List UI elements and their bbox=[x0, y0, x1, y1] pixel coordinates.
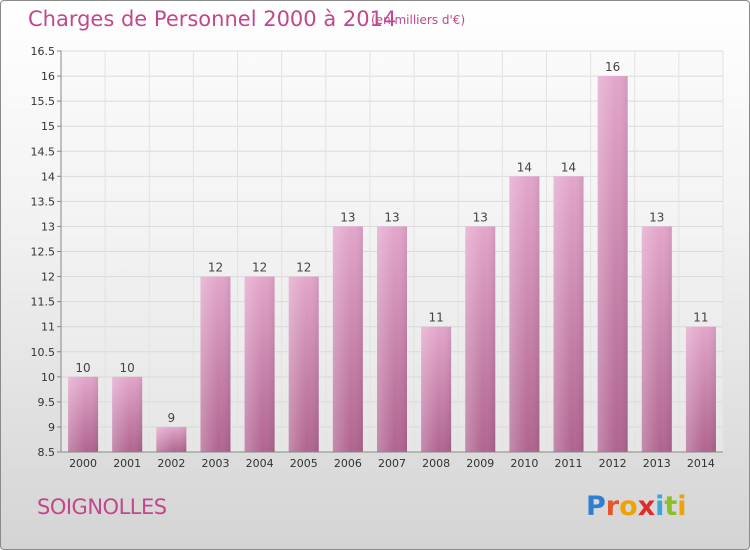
y-tick-label: 10 bbox=[41, 371, 55, 384]
x-tick-label: 2005 bbox=[290, 457, 318, 470]
data-label: 10 bbox=[120, 361, 135, 375]
bar-shine bbox=[156, 426, 187, 452]
bar-shine bbox=[112, 376, 143, 452]
y-tick-label: 13.5 bbox=[31, 195, 56, 208]
y-tick-label: 15.5 bbox=[31, 95, 56, 108]
x-tick-label: 2007 bbox=[378, 457, 406, 470]
y-tick-label: 16.5 bbox=[31, 45, 56, 58]
svg-text:Proxiti: Proxiti bbox=[586, 491, 687, 522]
data-label: 12 bbox=[208, 261, 223, 275]
x-tick-label: 2006 bbox=[334, 457, 362, 470]
data-label: 12 bbox=[252, 261, 267, 275]
x-tick-label: 2002 bbox=[157, 457, 185, 470]
y-tick-label: 12 bbox=[41, 271, 55, 284]
y-tick-label: 9 bbox=[48, 421, 55, 434]
data-label: 14 bbox=[517, 160, 532, 174]
chart-subtitle: (en milliers d'€) bbox=[371, 13, 466, 27]
x-tick-label: 2008 bbox=[422, 457, 450, 470]
proxiti-logo: Proxiti bbox=[586, 491, 687, 522]
y-tick-label: 16 bbox=[41, 70, 55, 83]
data-label: 13 bbox=[384, 210, 399, 224]
bar-shine bbox=[421, 326, 452, 452]
y-tick-label: 15 bbox=[41, 120, 55, 133]
x-tick-label: 2014 bbox=[687, 457, 715, 470]
x-tick-label: 2012 bbox=[599, 457, 627, 470]
y-tick-label: 10.5 bbox=[31, 346, 56, 359]
x-tick-label: 2001 bbox=[113, 457, 141, 470]
chart-title: Charges de Personnel 2000 à 2014 bbox=[28, 7, 397, 31]
bar-shine bbox=[200, 276, 231, 452]
data-label: 13 bbox=[649, 210, 664, 224]
data-label: 10 bbox=[75, 361, 90, 375]
bar-shine bbox=[509, 176, 540, 452]
y-tick-label: 8.5 bbox=[38, 446, 56, 459]
bar-shine bbox=[685, 326, 716, 452]
y-tick-label: 11.5 bbox=[31, 296, 56, 309]
x-tick-label: 2013 bbox=[643, 457, 671, 470]
y-tick-label: 11 bbox=[41, 321, 55, 334]
bar-shine bbox=[244, 276, 275, 452]
x-tick-label: 2009 bbox=[466, 457, 494, 470]
data-label: 11 bbox=[693, 311, 708, 325]
data-label: 13 bbox=[473, 210, 488, 224]
y-tick-label: 9.5 bbox=[38, 396, 56, 409]
bar-shine bbox=[68, 376, 99, 452]
data-label: 9 bbox=[168, 411, 176, 425]
y-tick-label: 12.5 bbox=[31, 246, 56, 259]
data-label: 16 bbox=[605, 60, 620, 74]
x-tick-label: 2004 bbox=[246, 457, 274, 470]
y-tick-label: 14.5 bbox=[31, 145, 56, 158]
x-tick-label: 2003 bbox=[201, 457, 229, 470]
data-label: 11 bbox=[428, 311, 443, 325]
bar-shine bbox=[597, 76, 628, 452]
x-tick-label: 2000 bbox=[69, 457, 97, 470]
bar-shine bbox=[288, 276, 319, 452]
data-label: 14 bbox=[561, 160, 576, 174]
data-label: 13 bbox=[340, 210, 355, 224]
bar-shine bbox=[465, 226, 496, 452]
x-tick-label: 2010 bbox=[510, 457, 538, 470]
bar-shine bbox=[553, 176, 584, 452]
y-tick-label: 14 bbox=[41, 170, 55, 183]
commune-name: SOIGNOLLES bbox=[37, 495, 167, 519]
data-label: 12 bbox=[296, 261, 311, 275]
y-tick-label: 13 bbox=[41, 220, 55, 233]
bar-shine bbox=[332, 226, 363, 452]
bar-shine bbox=[377, 226, 407, 452]
bar-shine bbox=[641, 226, 672, 452]
x-tick-label: 2011 bbox=[555, 457, 583, 470]
